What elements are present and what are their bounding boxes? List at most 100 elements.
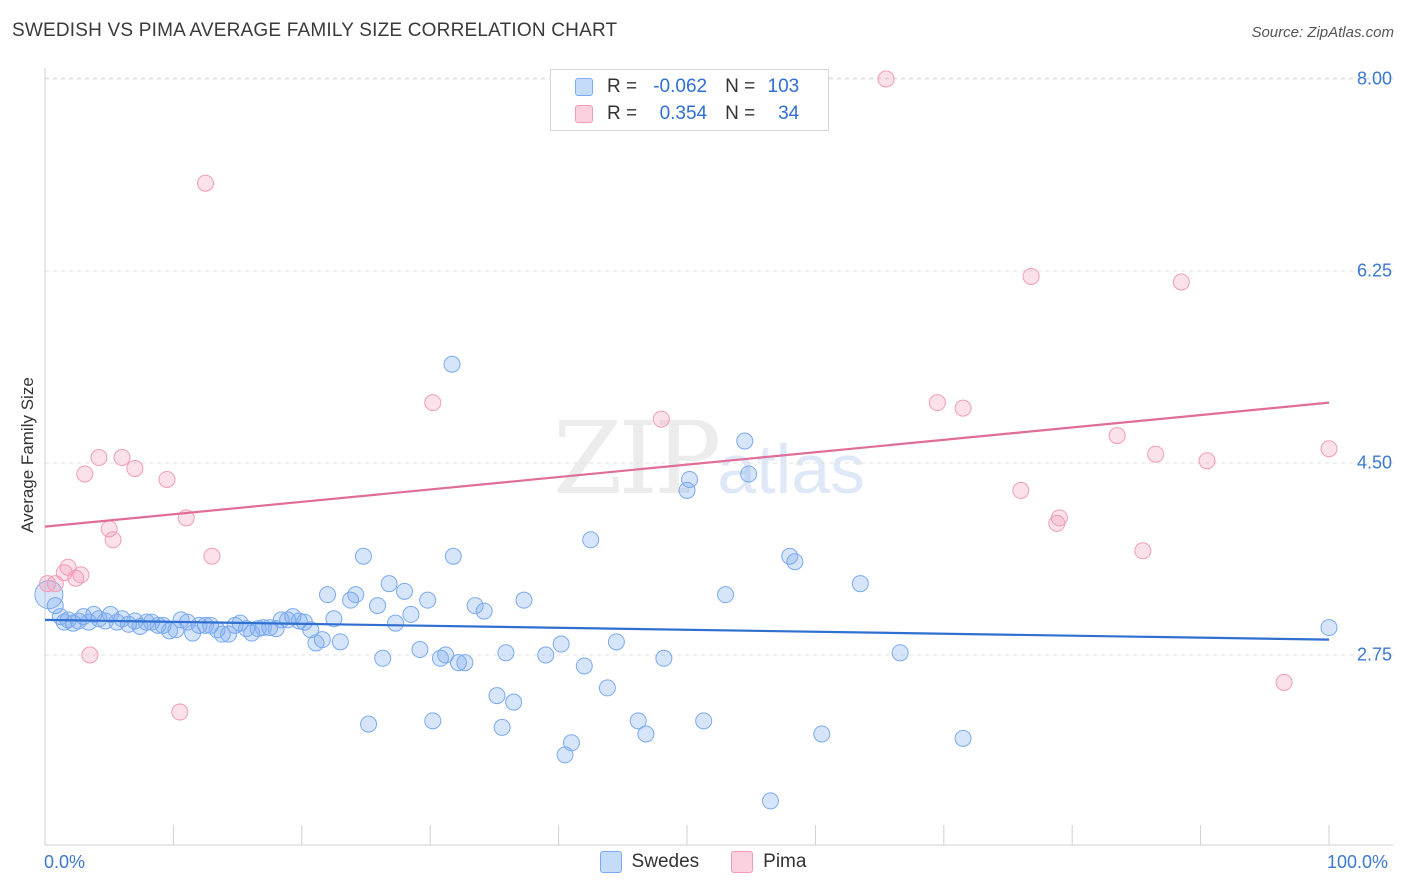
- n-value-pima: 34: [778, 103, 800, 124]
- swedes-point: [475, 602, 493, 620]
- swedes-point: [396, 582, 414, 600]
- swedes-point: [411, 641, 429, 659]
- swedes-trend-line: [44, 618, 1330, 641]
- pima-point: [1320, 440, 1338, 458]
- swedes-point: [736, 432, 754, 450]
- watermark-main: ZIP: [553, 400, 721, 517]
- watermark: ZIPatlas: [553, 400, 865, 517]
- legend-label-swedes: Swedes: [631, 851, 700, 872]
- swedes-point: [813, 725, 831, 743]
- r-value-swedes: -0.062: [653, 76, 708, 97]
- swedes-point: [213, 625, 231, 643]
- y-tick-label: 8.00: [1356, 68, 1392, 89]
- pima-point: [158, 470, 176, 488]
- pima-point: [113, 449, 131, 467]
- swedes-point: [575, 657, 593, 675]
- swedes-point: [598, 679, 616, 697]
- swedes-point: [449, 654, 467, 672]
- pima-point: [1134, 542, 1152, 560]
- swedes-point: [290, 612, 308, 630]
- swedes-point: [515, 591, 533, 609]
- pima-point: [1147, 445, 1165, 463]
- n-value-swedes: 103: [767, 76, 800, 97]
- pima-point: [46, 575, 64, 593]
- swedes-point: [488, 687, 506, 705]
- pima-point: [928, 394, 946, 412]
- pima-point: [72, 566, 90, 584]
- pima-point: [197, 174, 214, 192]
- series-pima: [39, 70, 1338, 721]
- pima-point: [1108, 427, 1126, 445]
- legend-row-pima: R = 0.354 N = 34: [575, 102, 799, 126]
- pima-point: [1022, 267, 1040, 285]
- swedes-point: [456, 654, 474, 672]
- pima-point: [104, 531, 122, 549]
- swedes-point: [444, 547, 462, 565]
- y-tick-label: 6.25: [1356, 260, 1392, 281]
- pima-point: [652, 410, 670, 428]
- swedes-point: [424, 712, 442, 730]
- legend-label-pima: Pima: [763, 851, 807, 872]
- swedes-point: [302, 621, 320, 639]
- legend-item-swedes[interactable]: Swedes: [599, 851, 700, 873]
- n-label: N =: [725, 103, 756, 124]
- pima-point: [877, 70, 895, 88]
- swedes-point: [267, 620, 285, 638]
- series-swedes: [34, 355, 1338, 810]
- swedes-swatch: [575, 78, 593, 96]
- swedes-point: [347, 586, 365, 604]
- swedes-point: [740, 465, 758, 483]
- pima-point: [424, 394, 442, 412]
- pima-point: [203, 547, 221, 565]
- swedes-point: [786, 553, 804, 571]
- pima-point: [1050, 509, 1068, 527]
- swedes-point: [318, 586, 336, 604]
- swedes-point: [681, 470, 699, 488]
- pima-swatch: [575, 105, 593, 123]
- pima-point: [1275, 673, 1293, 691]
- r-label: R =: [607, 103, 638, 124]
- legend-row-swedes: R = -0.062 N = 103: [575, 75, 799, 99]
- pima-point: [1172, 273, 1190, 291]
- swedes-point: [380, 575, 398, 593]
- pima-point: [76, 465, 94, 483]
- swedes-point: [354, 547, 372, 565]
- swedes-point: [387, 614, 405, 632]
- swedes-point: [466, 597, 484, 615]
- swedes-point: [172, 611, 190, 629]
- pima-point: [81, 646, 99, 664]
- pima-point: [954, 399, 972, 417]
- x-tick-min: 0.0%: [44, 852, 86, 872]
- correlation-legend: R = -0.062 N = 103 R = 0.354 N = 34: [550, 69, 829, 131]
- pima-point: [67, 569, 85, 587]
- pima-point: [1012, 481, 1030, 499]
- swedes-point: [331, 633, 349, 651]
- swedes-point: [497, 644, 515, 662]
- pima-point: [126, 459, 144, 477]
- swedes-point: [443, 355, 461, 373]
- y-tick-label: 4.50: [1356, 452, 1392, 473]
- grid-lines: [45, 77, 1393, 656]
- swedes-point: [419, 591, 437, 609]
- swedes-point: [637, 725, 655, 743]
- r-label: R =: [607, 76, 638, 97]
- swedes-point: [717, 586, 735, 604]
- legend-item-pima[interactable]: Pima: [731, 851, 806, 873]
- pima-point: [90, 449, 108, 467]
- swedes-point: [629, 712, 647, 730]
- swedes-point: [537, 646, 555, 664]
- swedes-point: [607, 633, 625, 651]
- swedes-point: [46, 597, 64, 615]
- swedes-point: [761, 792, 779, 810]
- trend-lines: [44, 401, 1330, 641]
- swedes-point: [1320, 619, 1338, 637]
- swedes-point: [655, 649, 673, 667]
- swedes-point: [695, 712, 713, 730]
- swedes-point: [678, 481, 696, 499]
- swedes-point: [374, 649, 392, 667]
- x-tick-max: 100.0%: [1327, 852, 1389, 872]
- series-legend: Swedes Pima: [0, 851, 1406, 873]
- n-label: N =: [725, 76, 756, 97]
- swedes-point: [505, 693, 523, 711]
